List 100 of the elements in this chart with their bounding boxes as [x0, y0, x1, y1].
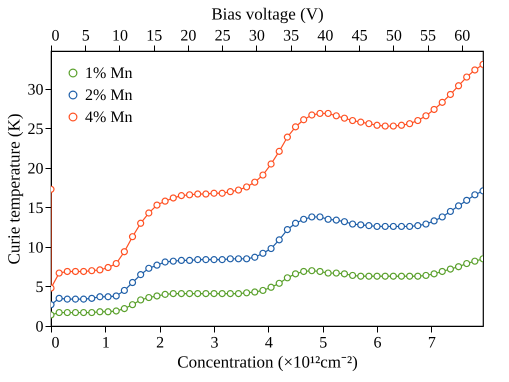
point	[259, 286, 267, 294]
y-tick-label: 25	[28, 120, 44, 138]
point	[316, 268, 324, 276]
x-tick-label: 4	[264, 334, 273, 352]
point	[251, 288, 258, 296]
x2-tick-label: 60	[454, 28, 470, 44]
point	[348, 220, 356, 228]
point	[202, 290, 210, 298]
point	[300, 268, 308, 276]
point	[64, 308, 71, 316]
point	[234, 255, 242, 262]
point	[422, 272, 430, 280]
point	[178, 290, 186, 298]
point	[104, 308, 112, 316]
point	[430, 217, 438, 224]
point	[194, 190, 202, 198]
point	[471, 258, 478, 265]
y-tick-label: 5	[36, 278, 44, 296]
point	[390, 122, 397, 130]
point	[267, 160, 275, 168]
point	[471, 66, 478, 74]
point	[186, 256, 194, 264]
point	[210, 190, 218, 197]
point	[284, 274, 291, 282]
x2-tick-label: 35	[283, 28, 300, 44]
point	[112, 307, 120, 315]
point	[186, 191, 194, 198]
x2-tick-label: 15	[146, 28, 162, 44]
point	[186, 290, 194, 298]
point	[137, 296, 144, 304]
point	[104, 293, 112, 300]
point	[276, 148, 283, 155]
y-tick-label: 15	[28, 200, 44, 217]
point	[446, 90, 454, 98]
point	[128, 278, 136, 286]
point	[128, 301, 136, 308]
point	[340, 218, 348, 226]
y-tick-label: 20	[28, 160, 44, 178]
point	[251, 178, 258, 186]
point	[178, 256, 186, 264]
point	[259, 171, 267, 179]
point	[120, 286, 128, 294]
point	[414, 272, 422, 280]
point	[218, 190, 226, 197]
point	[357, 272, 364, 280]
point	[284, 226, 291, 234]
point	[128, 233, 136, 240]
point	[357, 118, 364, 126]
point	[145, 209, 152, 217]
point	[348, 272, 356, 280]
y-axis-title: Curie temperature (K)	[4, 113, 24, 265]
point	[88, 308, 96, 316]
point	[153, 262, 161, 269]
point	[170, 258, 177, 265]
point	[72, 268, 80, 276]
point	[80, 308, 88, 316]
point	[284, 134, 291, 141]
point	[454, 202, 462, 210]
point	[226, 255, 234, 262]
point	[332, 216, 340, 224]
point	[120, 305, 128, 312]
x-tick-label: 0	[52, 334, 60, 352]
point	[56, 269, 63, 277]
point	[72, 296, 80, 303]
point	[365, 222, 372, 230]
point	[80, 296, 88, 303]
point	[276, 236, 283, 244]
point	[292, 220, 300, 227]
point	[340, 114, 348, 122]
point	[88, 294, 96, 302]
y-tick-label: 0	[36, 318, 44, 336]
point	[276, 280, 283, 287]
legend-label: 2% Mn	[85, 87, 133, 104]
point	[80, 268, 88, 276]
point	[422, 220, 430, 228]
point	[390, 222, 397, 230]
point	[162, 258, 169, 266]
x2-tick-label: 10	[112, 28, 128, 44]
point	[373, 222, 381, 230]
point	[202, 256, 210, 264]
point	[324, 110, 332, 118]
point	[202, 190, 210, 198]
point	[398, 222, 406, 230]
point	[218, 256, 226, 264]
legend-label: 1% Mn	[85, 65, 133, 82]
point	[218, 290, 226, 298]
x2-tick-label: 55	[420, 28, 436, 44]
legend-label: 4% Mn	[85, 109, 133, 126]
point	[406, 272, 414, 280]
point	[267, 284, 275, 291]
x-tick-label: 1	[102, 334, 110, 352]
point	[382, 272, 389, 280]
point	[463, 73, 470, 81]
point	[422, 112, 430, 120]
point	[454, 82, 462, 90]
x-tick-label: 6	[374, 334, 382, 352]
point	[308, 111, 316, 119]
point	[234, 290, 242, 298]
x-tick-label: 5	[319, 334, 328, 352]
x2-tick-label: 0	[52, 28, 60, 44]
